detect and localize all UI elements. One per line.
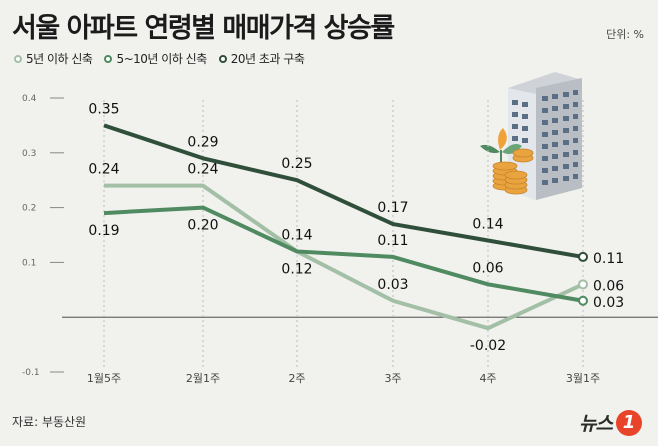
y-tick-label: 0.4 [22, 94, 37, 104]
legend-item-new: 5년 이하 신축 [14, 50, 93, 67]
data-label: 0.14 [281, 227, 312, 243]
legend-item-mid: 5~10년 이하 신축 [104, 50, 207, 67]
data-label: 0.24 [88, 162, 119, 178]
data-label: 0.03 [593, 295, 624, 311]
data-label: 0.29 [187, 134, 218, 150]
logo-badge: 1 [616, 409, 642, 436]
data-label: 0.11 [377, 233, 408, 249]
data-label: 0.06 [472, 260, 503, 276]
legend-label-old: 20년 초과 구축 [230, 52, 305, 66]
y-tick-label: 0.3 [22, 149, 36, 159]
data-label: 0.19 [88, 223, 119, 239]
x-tick-label: 4주 [479, 372, 496, 385]
data-label: 0.17 [377, 200, 408, 216]
legend-label-new: 5년 이하 신축 [26, 52, 93, 66]
data-label: 0.20 [187, 218, 218, 234]
chart-title: 서울 아파트 연령별 매매가격 상승률 [12, 13, 395, 44]
apartment-building-with-coins-icon [480, 72, 582, 200]
series-end-marker [578, 251, 588, 262]
legend-item-old: 20년 초과 구축 [218, 50, 305, 67]
unit-label: 단위: % [606, 28, 644, 41]
logo-text: 뉴스 [579, 413, 613, 435]
series-line [104, 183, 584, 331]
data-label: 0.25 [281, 156, 312, 172]
source-note: 자료: 부동산원 [12, 415, 87, 429]
x-tick-label: 1월5주 [87, 372, 121, 385]
data-label: 0.06 [593, 278, 624, 294]
legend-marker-mid [104, 54, 113, 63]
legend-marker-new [14, 54, 22, 63]
legend: 5년 이하 신축 5~10년 이하 신축 20년 초과 구축 [14, 50, 305, 67]
data-label: 0.11 [593, 251, 624, 267]
data-label: 0.14 [472, 216, 503, 232]
data-label: 0.12 [281, 261, 312, 277]
news1-logo: 뉴스 1 [579, 409, 642, 436]
x-tick-label: 3월1주 [566, 372, 600, 385]
x-tick-label: 2주 [288, 372, 305, 385]
y-tick-label: -0.1 [22, 368, 40, 378]
series-end-marker [578, 295, 588, 306]
series-line [103, 123, 584, 259]
data-label: -0.02 [470, 338, 506, 354]
y-tick-label: 0.1 [22, 258, 36, 268]
data-label: 0.03 [377, 277, 408, 293]
x-tick-label: 2월1주 [186, 372, 220, 385]
series-end-marker [578, 279, 588, 290]
data-label: 0.35 [88, 101, 119, 117]
legend-label-mid: 5~10년 이하 신축 [116, 52, 207, 66]
data-label: 0.24 [187, 162, 218, 178]
legend-marker-old [218, 54, 227, 63]
y-tick-label: 0.2 [22, 204, 36, 214]
series-line [103, 205, 584, 303]
x-tick-label: 3주 [384, 372, 401, 385]
